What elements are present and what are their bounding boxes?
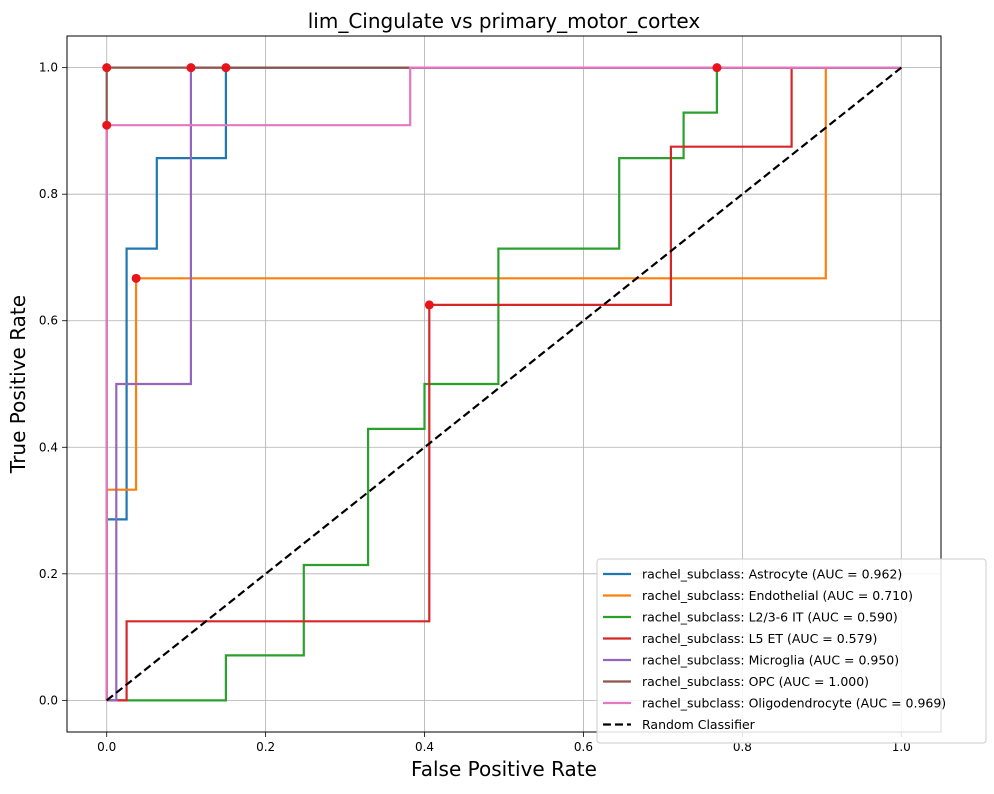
legend-label: rachel_subclass: Oligodendrocyte (AUC = … bbox=[642, 696, 946, 711]
legend-label: rachel_subclass: L5 ET (AUC = 0.579) bbox=[642, 631, 877, 646]
roc-curve bbox=[105, 66, 902, 701]
threshold-markers bbox=[102, 63, 722, 310]
threshold-marker bbox=[424, 300, 434, 310]
legend-label: rachel_subclass: Endothelial (AUC = 0.71… bbox=[642, 588, 913, 603]
x-axis-label: False Positive Rate bbox=[411, 757, 597, 781]
threshold-marker bbox=[221, 63, 231, 73]
y-axis-label: True Positive Rate bbox=[6, 295, 30, 474]
legend-label: rachel_subclass: Microglia (AUC = 0.950) bbox=[642, 653, 899, 668]
threshold-marker bbox=[102, 120, 112, 130]
x-tick-label: 0.0 bbox=[97, 740, 116, 754]
legend-box bbox=[596, 558, 987, 744]
y-tick-label: 0.4 bbox=[39, 440, 58, 454]
threshold-marker bbox=[712, 63, 722, 73]
chart-title: lim_Cingulate vs primary_motor_cortex bbox=[308, 9, 701, 33]
y-tick-label: 1.0 bbox=[39, 61, 58, 75]
legend-label: rachel_subclass: L2/3-6 IT (AUC = 0.590) bbox=[642, 610, 898, 625]
legend-label: rachel_subclass: OPC (AUC = 1.000) bbox=[642, 674, 869, 689]
roc-curve bbox=[105, 66, 902, 701]
x-tick-label: 0.6 bbox=[574, 740, 593, 754]
x-tick-label: 0.4 bbox=[415, 740, 434, 754]
threshold-marker bbox=[186, 63, 196, 73]
y-tick-label: 0.0 bbox=[39, 693, 58, 707]
legend: rachel_subclass: Astrocyte (AUC = 0.962)… bbox=[596, 558, 987, 744]
roc-curve bbox=[106, 66, 902, 702]
legend-label: rachel_subclass: Astrocyte (AUC = 0.962) bbox=[642, 567, 902, 582]
x-tick-label: 0.2 bbox=[256, 740, 275, 754]
roc-curve bbox=[106, 66, 902, 702]
plot-frame bbox=[66, 35, 942, 733]
y-tick-label: 0.6 bbox=[39, 314, 58, 328]
y-tick-label: 0.8 bbox=[39, 187, 58, 201]
legend-label: Random Classifier bbox=[642, 717, 756, 732]
y-tick-label: 0.2 bbox=[39, 567, 58, 581]
roc-curve bbox=[106, 66, 902, 702]
threshold-marker bbox=[102, 63, 112, 73]
threshold-marker bbox=[131, 273, 141, 283]
